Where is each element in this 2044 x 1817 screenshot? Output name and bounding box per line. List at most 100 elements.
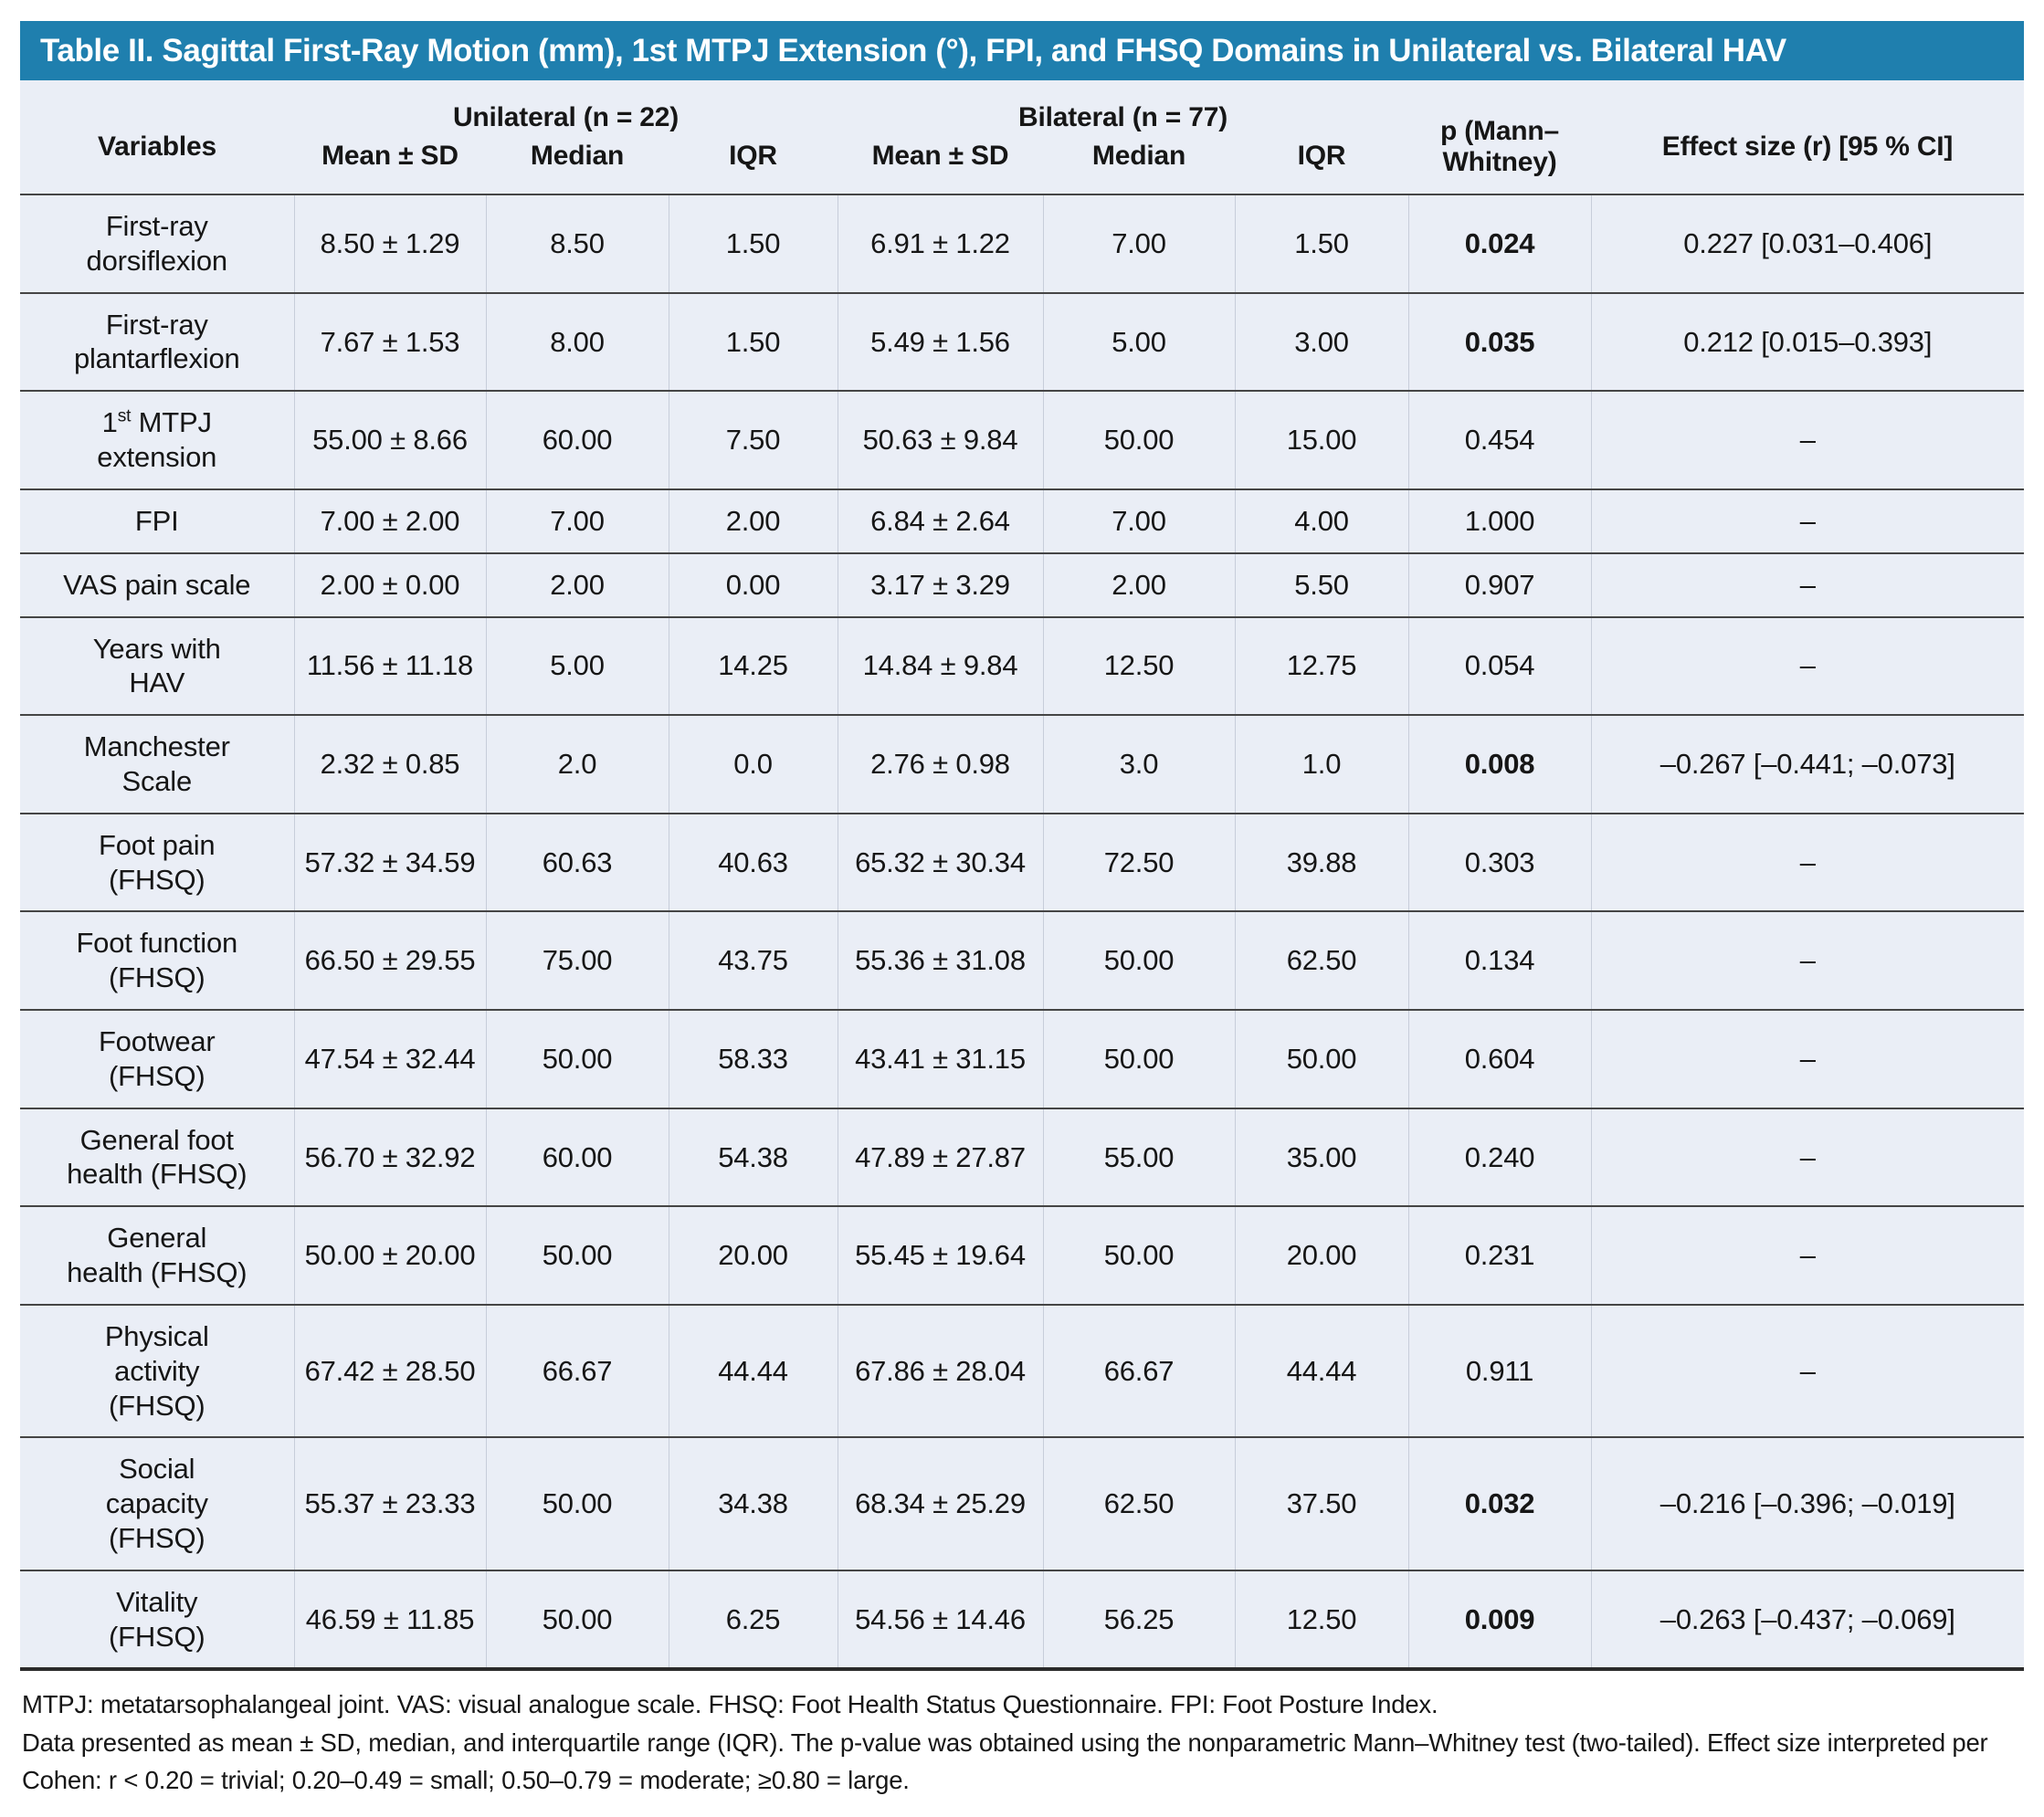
table-row: 1st MTPJ extension 55.00 ± 8.66 60.00 7.…	[20, 391, 2025, 489]
cell-bilateral-iqr: 37.50	[1234, 1437, 1409, 1570]
cell-unilateral-median: 2.0	[485, 715, 669, 814]
table-row: Vitality (FHSQ) 46.59 ± 11.85 50.00 6.25…	[20, 1570, 2025, 1670]
cell-unilateral-mean-sd: 2.00 ± 0.00	[293, 552, 486, 617]
variable-label: 1st MTPJ extension	[97, 406, 217, 474]
table-row: Physical activity (FHSQ) 67.42 ± 28.50 6…	[20, 1304, 2025, 1438]
cell-bilateral-iqr: 35.00	[1234, 1108, 1409, 1207]
column-header-bi-median: Median	[1091, 141, 1186, 171]
column-header-uni-iqr: IQR	[729, 141, 777, 171]
cell-effect-size: –	[1590, 488, 2025, 553]
cell-bilateral-mean-sd: 50.63 ± 9.84	[837, 391, 1043, 489]
variable-label: Social capacity (FHSQ)	[105, 1453, 208, 1554]
cell-unilateral-median: 50.00	[485, 1010, 669, 1108]
cell-unilateral-iqr: 1.50	[668, 194, 838, 293]
cell-bilateral-mean-sd: 47.89 ± 27.87	[837, 1108, 1043, 1207]
cell-effect-size: –	[1590, 1206, 2025, 1305]
variable-label: Years with HAV	[92, 632, 221, 699]
cell-bilateral-mean-sd: 5.49 ± 1.56	[837, 292, 1043, 392]
table-row: Foot pain (FHSQ) 57.32 ± 34.59 60.63 40.…	[20, 813, 2025, 912]
variable-label: Vitality (FHSQ)	[108, 1585, 205, 1653]
cell-effect-size: –0.267 [–0.441; –0.073]	[1590, 715, 2025, 814]
cell-bilateral-median: 66.67	[1042, 1304, 1235, 1438]
cell-bilateral-mean-sd: 55.45 ± 19.64	[837, 1206, 1043, 1305]
cell-bilateral-iqr: 20.00	[1234, 1206, 1409, 1305]
table-row: VAS pain scale 2.00 ± 0.00 2.00 0.00 3.1…	[20, 552, 2025, 617]
cell-bilateral-mean-sd: 6.84 ± 2.64	[837, 488, 1043, 553]
cell-unilateral-mean-sd: 11.56 ± 11.18	[293, 616, 486, 716]
cell-unilateral-iqr: 58.33	[668, 1010, 838, 1108]
cell-bilateral-iqr: 44.44	[1234, 1304, 1409, 1438]
cell-effect-size: 0.227 [0.031–0.406]	[1590, 194, 2025, 293]
cell-p-value: 0.231	[1407, 1206, 1592, 1305]
table-footnotes: MTPJ: metatarsophalangeal joint. VAS: vi…	[20, 1671, 2024, 1799]
cell-unilateral-iqr: 34.38	[668, 1437, 838, 1570]
variable-label: General foot health (FHSQ)	[67, 1123, 248, 1191]
cell-effect-size: –	[1590, 616, 2025, 716]
cell-unilateral-mean-sd: 8.50 ± 1.29	[293, 194, 486, 293]
cell-effect-size: –	[1590, 391, 2025, 489]
cell-p-value: 0.024	[1407, 194, 1592, 293]
table-row: First-ray plantarflexion 7.67 ± 1.53 8.0…	[20, 292, 2025, 392]
column-header-variables: Variables	[98, 131, 216, 162]
column-header-uni-mean-sd: Mean ± SD	[321, 141, 458, 171]
table-row: Years with HAV 11.56 ± 11.18 5.00 14.25 …	[20, 616, 2025, 716]
cell-bilateral-iqr: 15.00	[1234, 391, 1409, 489]
column-header-bi-iqr: IQR	[1297, 141, 1346, 171]
cell-unilateral-mean-sd: 56.70 ± 32.92	[293, 1108, 486, 1207]
cell-unilateral-iqr: 1.50	[668, 292, 838, 392]
footnote-methods: Data presented as mean ± SD, median, and…	[22, 1728, 1988, 1794]
cell-bilateral-median: 5.00	[1042, 292, 1235, 392]
cell-bilateral-median: 62.50	[1042, 1437, 1235, 1570]
cell-unilateral-iqr: 43.75	[668, 911, 838, 1010]
table-row: Footwear (FHSQ) 47.54 ± 32.44 50.00 58.3…	[20, 1010, 2025, 1108]
cell-p-value: 0.134	[1407, 911, 1592, 1010]
variable-label: FPI	[134, 504, 179, 537]
cell-unilateral-median: 66.67	[485, 1304, 669, 1438]
cell-bilateral-median: 50.00	[1042, 1206, 1235, 1305]
cell-unilateral-mean-sd: 66.50 ± 29.55	[293, 911, 486, 1010]
cell-bilateral-median: 7.00	[1042, 488, 1235, 553]
cell-p-value: 0.907	[1407, 552, 1592, 617]
cell-p-value: 0.009	[1407, 1570, 1592, 1670]
table-header: Variables Unilateral (n = 22) Bilateral …	[20, 80, 2025, 194]
cell-unilateral-mean-sd: 67.42 ± 28.50	[293, 1304, 486, 1438]
cell-effect-size: –	[1590, 1108, 2025, 1207]
cell-bilateral-iqr: 4.00	[1234, 488, 1409, 553]
cell-p-value: 0.035	[1407, 292, 1592, 392]
cell-unilateral-median: 75.00	[485, 911, 669, 1010]
table-row: FPI 7.00 ± 2.00 7.00 2.00 6.84 ± 2.64 7.…	[20, 488, 2025, 553]
cell-unilateral-iqr: 44.44	[668, 1304, 838, 1438]
cell-bilateral-median: 3.0	[1042, 715, 1235, 814]
cell-effect-size: –0.263 [–0.437; –0.069]	[1590, 1570, 2025, 1670]
cell-unilateral-mean-sd: 7.00 ± 2.00	[293, 488, 486, 553]
cell-bilateral-median: 55.00	[1042, 1108, 1235, 1207]
variable-label: First-ray dorsiflexion	[86, 210, 228, 277]
cell-bilateral-mean-sd: 54.56 ± 14.46	[837, 1570, 1043, 1670]
cell-bilateral-iqr: 3.00	[1234, 292, 1409, 392]
cell-bilateral-mean-sd: 65.32 ± 30.34	[837, 813, 1043, 912]
variable-label: Manchester Scale	[83, 730, 230, 797]
column-header-bi-mean-sd: Mean ± SD	[871, 141, 1009, 171]
cell-bilateral-median: 56.25	[1042, 1570, 1235, 1670]
cell-unilateral-median: 50.00	[485, 1570, 669, 1670]
cell-effect-size: –	[1590, 552, 2025, 617]
cell-unilateral-iqr: 0.0	[668, 715, 838, 814]
cell-bilateral-mean-sd: 3.17 ± 3.29	[837, 552, 1043, 617]
cell-p-value: 0.240	[1407, 1108, 1592, 1207]
variable-label: Foot function (FHSQ)	[76, 927, 238, 994]
cell-bilateral-mean-sd: 68.34 ± 25.29	[837, 1437, 1043, 1570]
table-title-bar: Table II. Sagittal First-Ray Motion (mm)…	[20, 21, 2024, 80]
cell-bilateral-median: 50.00	[1042, 1010, 1235, 1108]
header-group-row: Variables Unilateral (n = 22) Bilateral …	[20, 80, 2024, 177]
table-body: First-ray dorsiflexion 8.50 ± 1.29 8.50 …	[20, 194, 2025, 1670]
table-row: First-ray dorsiflexion 8.50 ± 1.29 8.50 …	[20, 194, 2025, 293]
cell-p-value: 0.911	[1407, 1304, 1592, 1438]
cell-effect-size: –0.216 [–0.396; –0.019]	[1590, 1437, 2025, 1570]
column-group-unilateral: Unilateral (n = 22)	[452, 102, 680, 132]
variable-label: Footwear (FHSQ)	[98, 1025, 216, 1092]
variable-label: Physical activity (FHSQ)	[104, 1319, 209, 1422]
cell-unilateral-mean-sd: 55.00 ± 8.66	[293, 391, 486, 489]
cell-bilateral-median: 72.50	[1042, 813, 1235, 912]
column-header-p-value: p (Mann– Whitney)	[1439, 116, 1560, 177]
